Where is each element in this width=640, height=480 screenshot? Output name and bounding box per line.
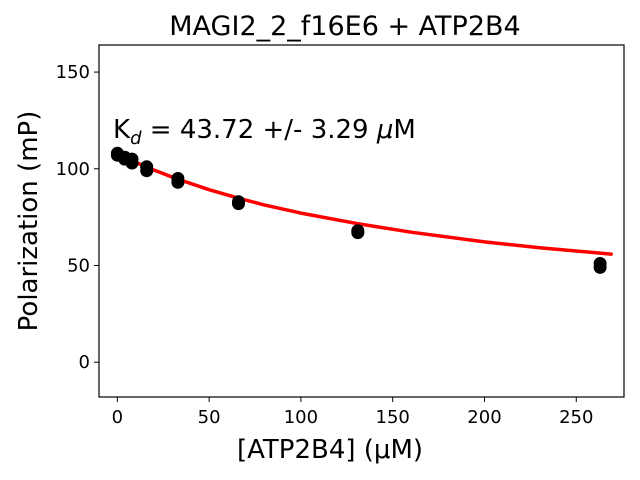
data-point <box>593 260 607 274</box>
y-tick-label: 0 <box>79 352 90 373</box>
x-tick-label: 100 <box>284 407 318 428</box>
fit-curve <box>115 151 613 256</box>
data-point <box>171 175 185 189</box>
kd-unit: M <box>393 115 415 145</box>
x-tick-label: 250 <box>559 407 593 428</box>
data-point <box>351 226 365 240</box>
x-tick-label: 0 <box>112 407 123 428</box>
x-tick-label: 200 <box>467 407 501 428</box>
data-point <box>232 197 245 211</box>
y-tick-label: 50 <box>67 255 90 276</box>
kd-mu: μ <box>376 115 394 145</box>
x-tick-label: 150 <box>376 407 410 428</box>
x-tick-label: 50 <box>198 407 221 428</box>
plot-frame <box>98 44 625 398</box>
y-tick-label: 100 <box>56 159 90 180</box>
kd-k: K <box>113 115 131 145</box>
kd-annotation: Kd = 43.72 +/- 3.29 μM <box>113 115 416 149</box>
data-point <box>125 156 139 170</box>
y-axis-label: Polarization (mP) <box>14 111 44 332</box>
series-layer <box>110 146 613 274</box>
kd-subscript: d <box>130 128 142 149</box>
data-point <box>140 164 154 178</box>
chart-title: MAGI2_2_f16E6 + ATP2B4 <box>169 11 520 42</box>
y-axis: 0 50 100 150 <box>56 62 99 373</box>
kd-value: = 43.72 +/- 3.29 <box>142 115 377 145</box>
x-axis: 0 50 100 150 200 250 <box>112 397 593 428</box>
y-tick-label: 150 <box>56 62 90 83</box>
x-axis-label: [ATP2B4] (μM) <box>237 435 423 465</box>
